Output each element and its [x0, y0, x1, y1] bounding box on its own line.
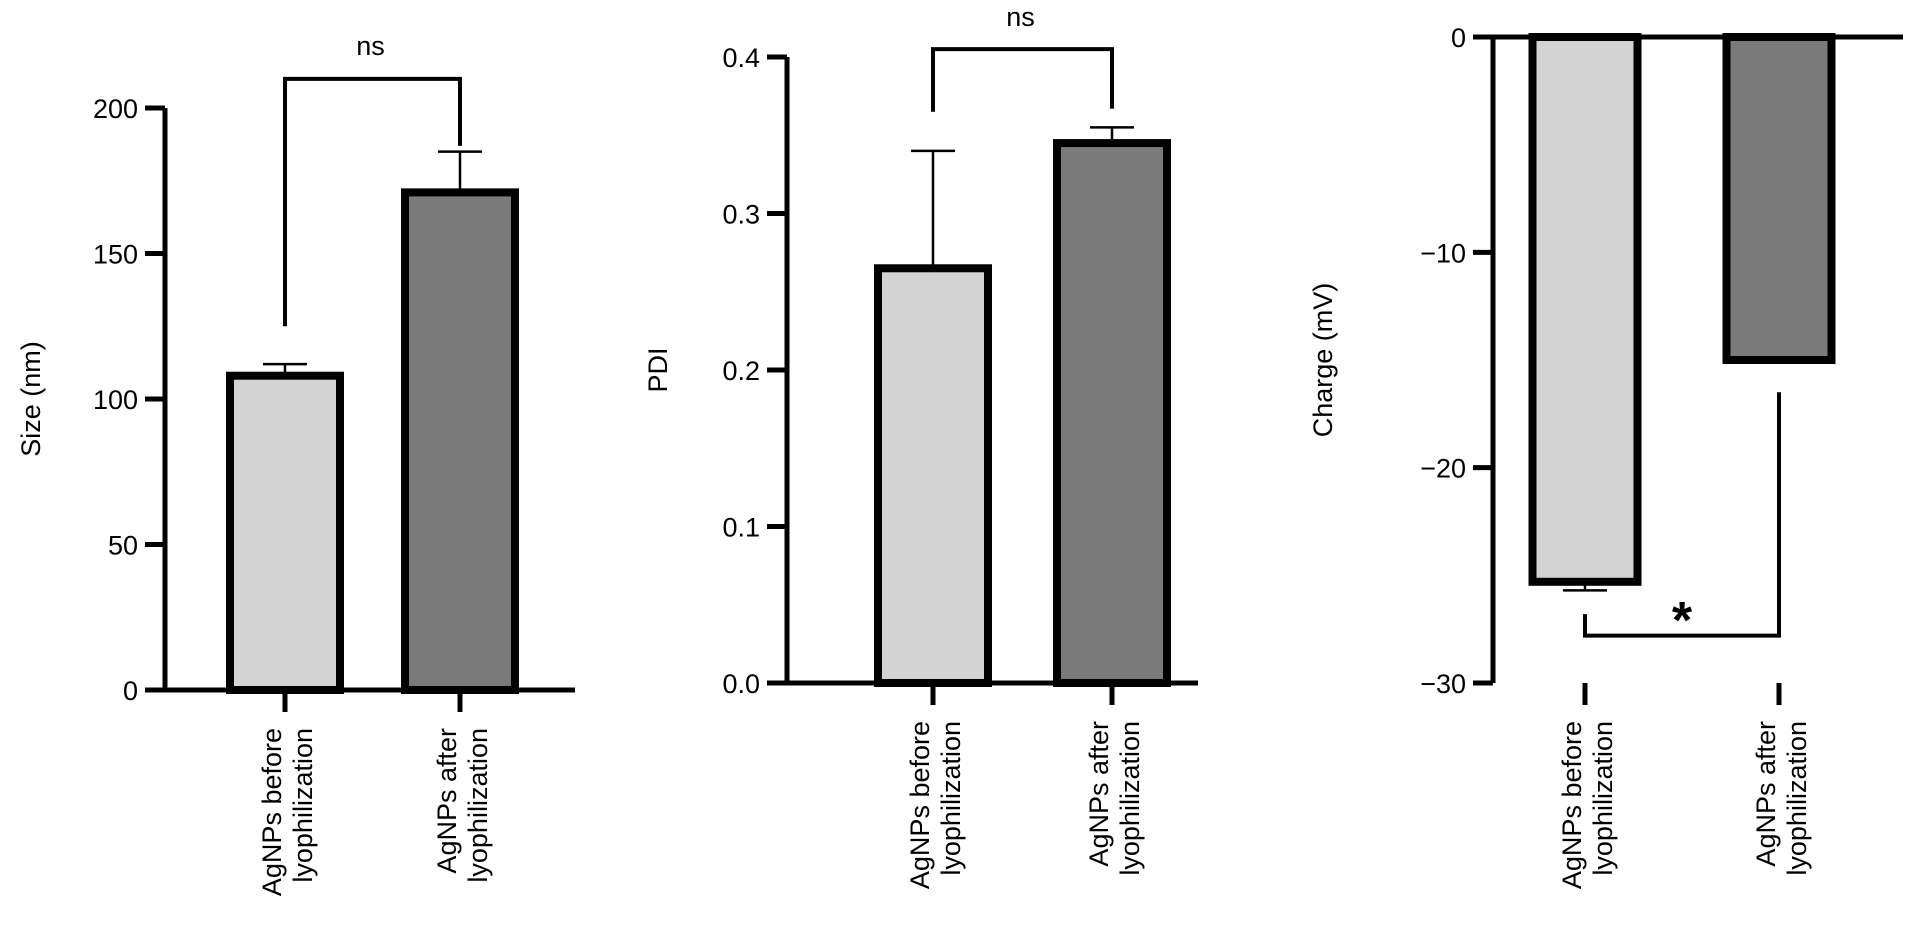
x-tick-label-line: AgNPs after: [432, 728, 462, 874]
significance-bracket: [931, 47, 1114, 112]
y-tick-label: 0.0: [722, 669, 760, 699]
y-tick-label: 200: [93, 94, 138, 124]
y-tick-label: −30: [1420, 669, 1466, 699]
y-tick-label: 0: [123, 676, 138, 706]
x-tick-label-line: AgNPs before: [905, 721, 935, 889]
y-tick-label: −10: [1420, 238, 1466, 268]
significance-label: ns: [1006, 2, 1035, 32]
y-tick-label: 50: [108, 531, 138, 561]
x-tick-label: AgNPs beforelyophilization: [257, 728, 318, 896]
bar: [874, 264, 992, 687]
y-tick-label: 0.1: [722, 513, 760, 543]
x-tick-label: AgNPs afterlyophilization: [1084, 721, 1145, 876]
x-tick-label: AgNPs afterlyophilization: [432, 728, 493, 883]
bar: [1053, 139, 1171, 687]
y-axis-label: Charge (mV): [1308, 283, 1338, 438]
y-tick-label: −20: [1420, 454, 1466, 484]
x-tick-label-line: lyophilization: [936, 721, 966, 876]
x-tick-label-line: AgNPs after: [1751, 721, 1781, 867]
bar: [401, 188, 519, 694]
y-tick-label: 0: [1451, 23, 1466, 53]
y-tick-label: 150: [93, 240, 138, 270]
bar: [1528, 33, 1642, 586]
y-tick-label: 100: [93, 385, 138, 415]
bar: [226, 371, 344, 694]
bar: [1722, 33, 1836, 364]
y-tick-label: 0.2: [722, 356, 760, 386]
x-tick-label-line: lyophilization: [288, 728, 318, 883]
significance-label: ns: [356, 31, 385, 61]
x-tick-label-line: AgNPs after: [1084, 721, 1114, 867]
y-axis-label: Size (nm): [16, 341, 46, 457]
significance-label: *: [1672, 592, 1693, 650]
significance-bracket: [1583, 392, 1781, 638]
x-tick-label-line: lyophilization: [1588, 721, 1618, 876]
x-tick-label-line: lyophilization: [1115, 721, 1145, 876]
x-tick-label-line: lyophilization: [463, 728, 493, 883]
x-tick-label-line: lyophilization: [1782, 721, 1812, 876]
significance-bracket: [283, 76, 462, 327]
y-tick-label: 0.3: [722, 200, 760, 230]
y-axis-label: PDI: [643, 347, 673, 392]
x-tick-label: AgNPs afterlyophilization: [1751, 721, 1812, 876]
x-tick-label-line: AgNPs before: [1557, 721, 1587, 889]
x-tick-label: AgNPs beforelyophilization: [905, 721, 966, 889]
x-tick-label: AgNPs beforelyophilization: [1557, 721, 1618, 889]
x-tick-label-line: AgNPs before: [257, 728, 287, 896]
y-tick-label: 0.4: [722, 43, 760, 73]
